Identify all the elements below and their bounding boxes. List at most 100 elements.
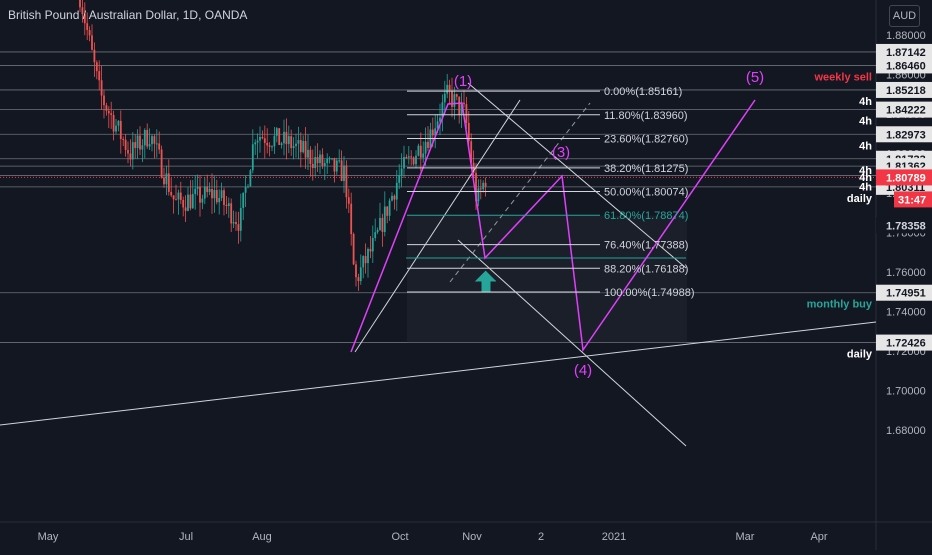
candle-body [79,0,81,8]
candle-body [350,203,353,235]
candle-body [93,49,96,63]
candle-body [343,165,345,181]
candle-body [91,35,93,50]
candle-body [304,141,307,158]
candle-body [249,170,252,187]
fib-label: 50.00%(1.80074) [604,187,688,199]
candle-body [179,192,182,200]
candle-body [194,188,197,195]
candle-body [475,172,477,202]
candle-body [400,168,403,176]
extra-price-badge: 1.78358 [886,220,926,232]
candle-body [431,129,434,136]
candle-body [165,173,168,185]
candle-body [287,136,290,145]
long-trendline [0,321,877,426]
candle-body [280,143,283,145]
candle-body [338,160,341,162]
candle-body [283,131,285,144]
candle-body [417,145,420,156]
candle-body [225,204,228,206]
fib-label: 38.20%(1.81275) [604,163,688,175]
candle-body [117,120,120,126]
extra-price-badge-bg [876,217,932,234]
candle-body [100,80,103,96]
candle-body [254,142,257,145]
candle-body [148,144,151,147]
candle-body [422,153,425,158]
candle-body [453,94,456,107]
candle-body [259,136,261,141]
candle-body [134,142,137,148]
symbol-title[interactable]: British Pound / Australian Dollar, 1D, O… [8,8,248,22]
candle-body [436,121,439,129]
candle-body [355,264,357,278]
candle-body [335,160,338,172]
fib-label: 61.80%(1.78874) [604,210,688,222]
candle-body [218,198,221,203]
candle-body [170,191,173,196]
level-price-badge: 1.72426 [886,338,926,350]
level-price-badge-bg [876,126,932,143]
candle-body [302,141,305,153]
y-tick-label: 1.68000 [886,425,926,437]
candle-body [271,146,273,148]
fib-label: 100.00%(1.74988) [604,287,695,299]
wave-label: (1) [454,73,472,90]
candle-body [256,140,259,143]
candle-body [237,224,240,231]
y-tick-label: 1.88000 [886,30,926,42]
candle-body [467,122,470,142]
candle-body [266,142,269,146]
candle-body [386,206,389,216]
candle-body [151,136,153,145]
x-tick-label: May [38,531,59,543]
candle-body [199,186,201,203]
candle-body [230,203,233,224]
candle-body [369,248,372,252]
channel-line-upper [354,99,521,353]
candle-body [295,143,297,147]
candle-body [307,149,309,158]
candle-body [376,229,379,233]
level-price-badge-bg [876,101,932,118]
candle-body [326,158,329,164]
candle-body [333,158,336,172]
candle-body [362,256,365,268]
candle-body [189,194,192,209]
candle-body [131,142,134,160]
candle-body [146,129,149,147]
candle-body [460,102,463,115]
currency-button[interactable]: AUD [889,5,920,27]
candle-body [107,110,110,114]
candle-body [381,217,384,232]
level-price-badge: 1.82973 [886,129,926,141]
candle-body [323,163,326,166]
candle-body [352,234,355,265]
candle-body [443,93,446,103]
candle-body [275,128,278,136]
candle-body [208,188,211,193]
candle-body [403,157,405,169]
candle-body [311,163,314,169]
candle-body [470,141,473,163]
level-price-badge: 1.74951 [886,288,926,300]
candle-body [83,14,86,24]
level-price-badge: 1.85218 [886,85,926,97]
wave-label: (3) [552,144,570,161]
candle-body [110,113,113,116]
candle-body [153,136,156,144]
candle-body [273,135,276,147]
wave-label: (5) [746,69,764,86]
x-tick-label: 2021 [602,531,626,543]
candle-body [393,195,396,200]
candle-body [479,188,482,190]
candle-body [374,232,377,239]
candle-body [398,175,401,183]
candle-body [434,128,437,136]
candle-body [172,195,175,200]
candle-body [215,190,218,203]
